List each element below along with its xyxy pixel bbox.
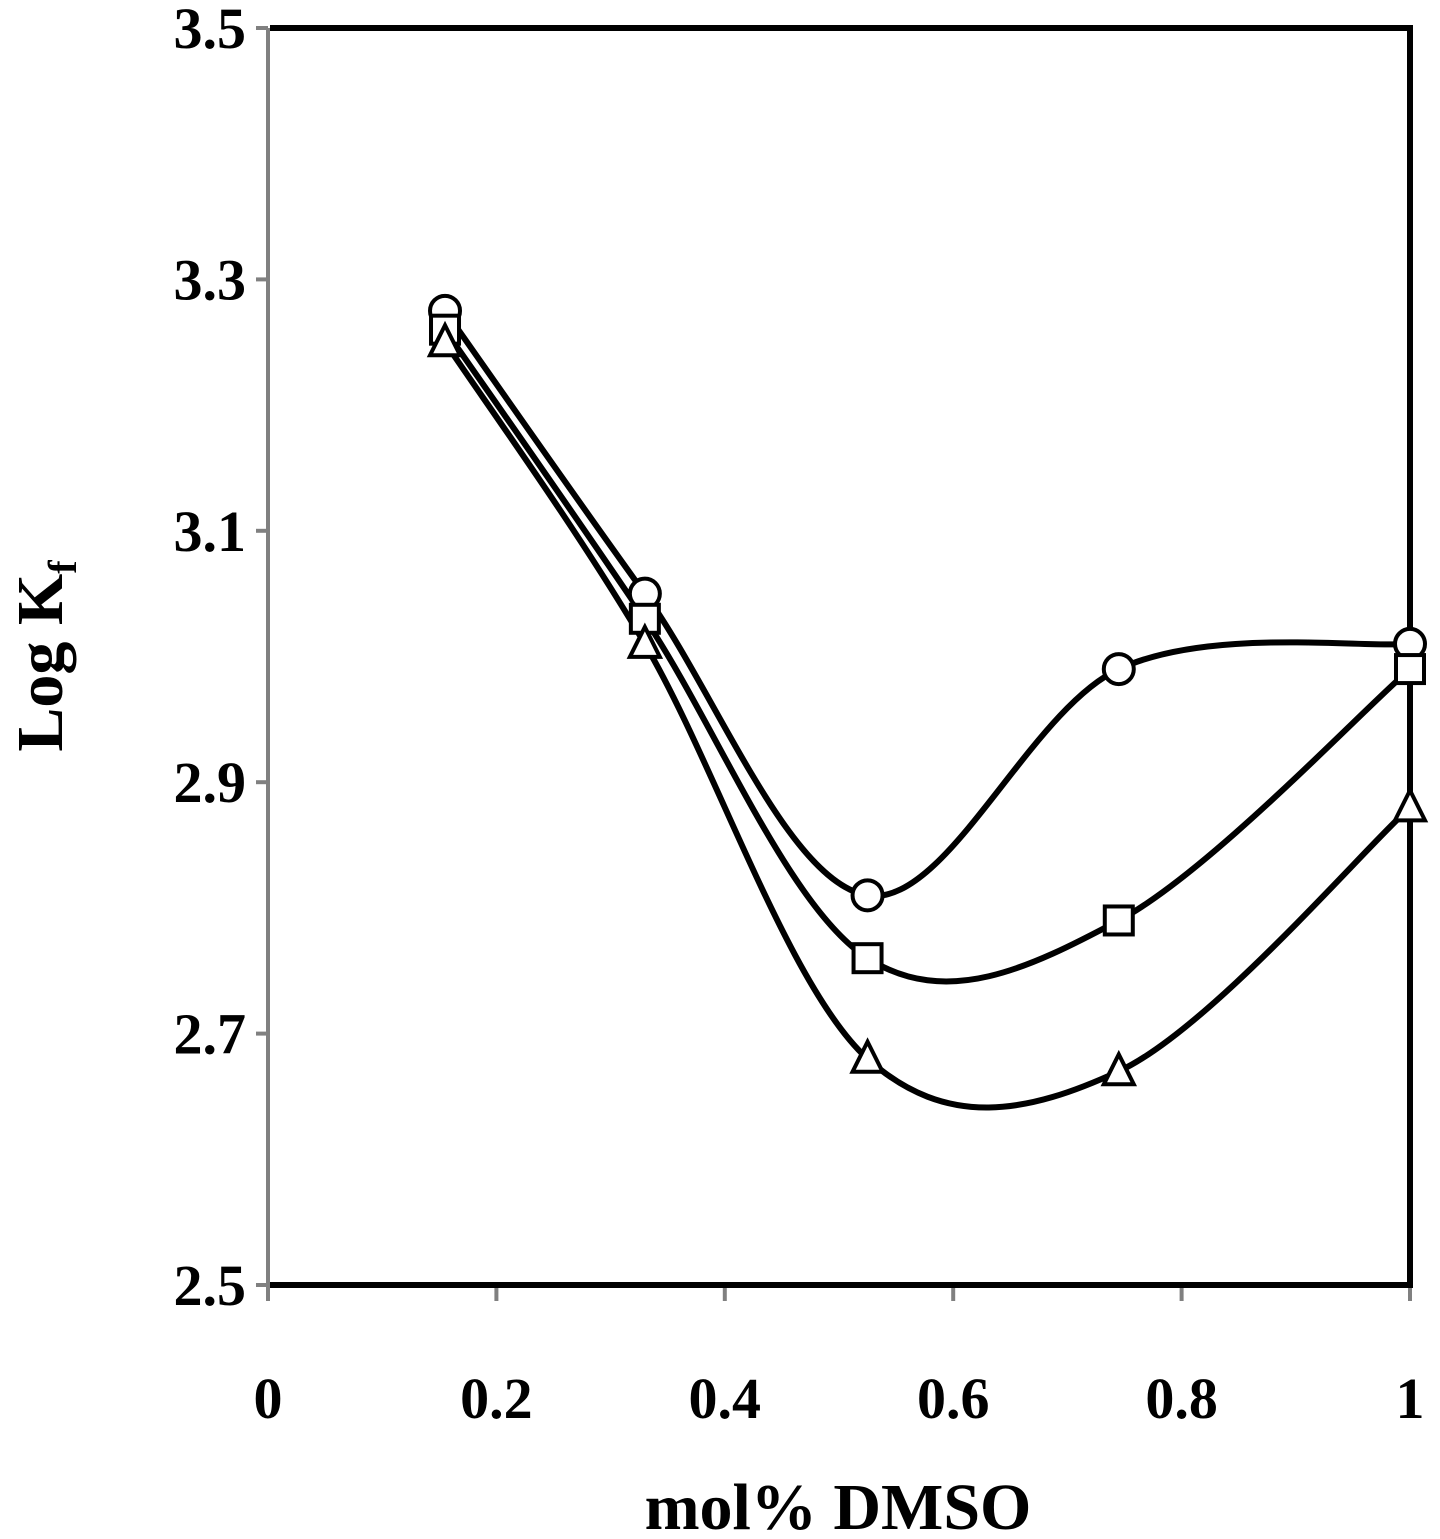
series-circle-point [850,878,885,913]
series-triangle-point [1100,1049,1138,1087]
y-tick-label: 2.5 [174,1253,247,1318]
plot-border [270,25,1413,1288]
series-triangle-line [442,340,1413,1111]
y-axis-title: Log Kf [4,560,85,752]
x-axis-title: mol% DMSO [645,1471,1032,1539]
x-tick-label: 0.8 [1145,1366,1218,1431]
plot-frame [270,25,1413,1288]
series-triangle-point [849,1037,886,1074]
y-tick-label: 3.5 [174,0,247,61]
series-square-point [1394,653,1426,686]
series-square-point [1102,904,1135,937]
x-tick-label: 0 [254,1366,283,1431]
y-tick-label: 2.7 [174,1002,247,1067]
tick-labels: 2.5 2.7 2.9 3.1 3.3 3.5 0 0.2 0.4 0.6 0.8 1 [174,0,1425,1431]
series-circle-point [1101,652,1136,687]
y-tick-label: 3.1 [174,499,247,564]
y-axis-title-main: Log K [4,574,77,752]
y-tick-label: 3.3 [174,247,247,312]
series-square-point [851,942,884,975]
series-triangle-point [426,320,464,358]
x-tick-label: 0.4 [689,1366,762,1431]
x-tick-label: 1 [1396,1366,1425,1431]
y-axis [256,26,270,1295]
series-square-line [442,327,1412,985]
series-triangle-point [626,622,664,659]
series-triangle-point [1391,785,1429,823]
x-tick-label: 0.6 [917,1366,990,1431]
y-axis-title-subscript: f [40,560,85,574]
series-square-point [429,313,462,346]
x-tick-label: 0.2 [460,1366,533,1431]
y-tick-label: 2.9 [174,750,247,815]
series-layer [426,293,1429,1111]
